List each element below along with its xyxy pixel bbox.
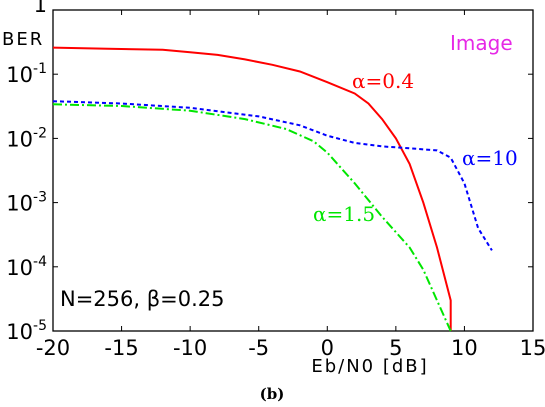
x-tick-label: -15: [104, 336, 138, 360]
series-line-0: [52, 46, 452, 331]
x-tick-label: -5: [248, 336, 269, 360]
y-tick-label: 10-1: [6, 61, 47, 87]
y-tick-label: 1: [34, 0, 47, 17]
x-axis-label: Eb/N0 [dB]: [311, 356, 428, 377]
figure-caption: (b): [260, 385, 285, 403]
y-tick-label: 10-5: [6, 318, 47, 344]
y-tick-label: 10-4: [6, 254, 47, 280]
axes: [52, 9, 534, 332]
x-tick-label: -10: [173, 336, 207, 360]
series-label-alpha-10: α=10: [462, 146, 518, 170]
x-tick-label: 15: [520, 336, 545, 360]
y-tick-label: 10-2: [6, 125, 47, 151]
image-watermark-label: Image: [450, 31, 513, 55]
ticks: -20 -15 -10 -5 0 5 10 15 1 10-1 10-2 10-3 10-4 10-5: [6, 0, 545, 360]
plot-frame: [52, 9, 534, 332]
series-line-2: [52, 103, 452, 332]
y-axis-label: BER: [2, 29, 44, 50]
x-tick-label: 10: [451, 336, 478, 360]
parameter-annotation: N=256, β=0.25: [60, 287, 225, 311]
series-lines: [52, 46, 493, 332]
y-tick-label: 10-3: [6, 190, 47, 216]
series-label-alpha-1-5: α=1.5: [313, 202, 375, 226]
series-line-1: [52, 100, 493, 251]
x-tick-label: 5: [389, 336, 402, 360]
x-tick-label: -20: [36, 336, 70, 360]
x-tick-label: 0: [321, 336, 334, 360]
series-label-alpha-0-4: α=0.4: [352, 69, 414, 93]
